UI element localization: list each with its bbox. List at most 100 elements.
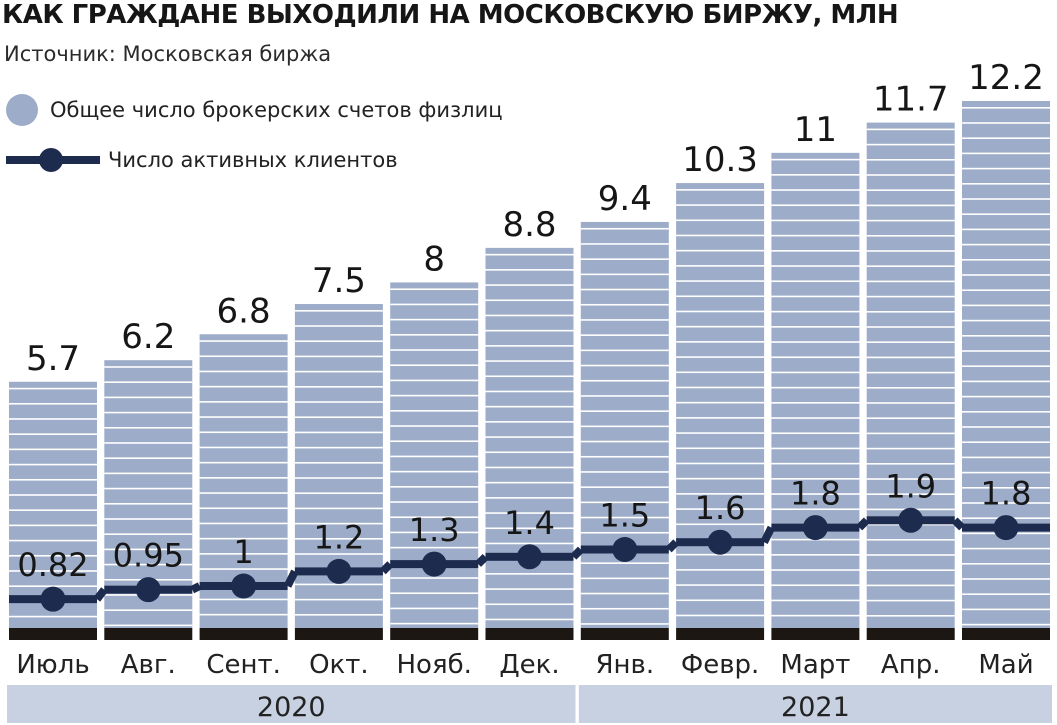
year-label: 2020 xyxy=(257,692,326,723)
bar-stripe xyxy=(866,554,955,556)
bar-stripe xyxy=(199,507,288,510)
line-connector xyxy=(380,561,394,575)
bar-stripe xyxy=(771,554,860,556)
line-connector xyxy=(856,517,870,531)
bar-stripe xyxy=(676,569,765,571)
bar-stripe xyxy=(866,189,955,191)
bar-stripe xyxy=(676,432,765,434)
bar-stripe xyxy=(771,310,860,313)
bar-stripe xyxy=(771,386,860,389)
year-band-2020 xyxy=(7,685,576,723)
bar-stripe xyxy=(485,284,574,286)
bar-stripe xyxy=(771,462,860,465)
bar-stripe xyxy=(485,481,574,484)
bar-stripe xyxy=(962,487,1050,489)
bar-stripe xyxy=(771,204,860,207)
bar-stripe xyxy=(580,531,669,534)
bar-stripe xyxy=(580,395,669,397)
bar-stripe xyxy=(866,219,955,222)
bar-stripe xyxy=(9,463,97,466)
bar-stripe xyxy=(771,158,860,161)
bar-stripe xyxy=(390,364,479,367)
bar-stripe xyxy=(676,219,765,222)
bar-stripe xyxy=(104,487,193,490)
bar-stripe xyxy=(580,410,669,412)
line-value-label: 1.8 xyxy=(981,475,1032,513)
bar-stripe xyxy=(294,386,383,388)
line-point xyxy=(231,573,257,599)
bar-stripe xyxy=(9,524,97,527)
bar-stripe xyxy=(199,613,288,616)
bar-stripe xyxy=(485,497,574,499)
bar-stripe xyxy=(771,219,860,222)
bar-stripe xyxy=(294,462,383,464)
bar-stripe xyxy=(866,265,955,267)
bar-stripe xyxy=(866,599,955,602)
line-connector xyxy=(951,517,965,531)
bar-stripe xyxy=(580,486,669,488)
bar-stripes xyxy=(866,128,955,617)
bar-stripe xyxy=(771,174,860,176)
bar-stripe xyxy=(962,593,1050,595)
bar-base xyxy=(580,628,669,640)
bar-stripe xyxy=(771,493,860,495)
bar-stripe xyxy=(676,447,765,450)
bar-stripe xyxy=(199,477,288,479)
bar-stripe xyxy=(294,477,383,479)
bar-stripe xyxy=(580,440,669,443)
bar-stripe xyxy=(294,507,383,510)
bar-value-label: 11 xyxy=(794,110,837,150)
line-connector xyxy=(665,539,679,553)
bar-stripe xyxy=(771,614,860,617)
bar-stripe xyxy=(962,350,1050,352)
bar-stripe xyxy=(390,622,479,625)
bar-stripe xyxy=(962,319,1050,322)
bar-stripe xyxy=(390,577,479,579)
line-connector xyxy=(760,525,775,544)
chart-source: Источник: Московская биржа xyxy=(4,42,332,66)
line-value-label: 0.82 xyxy=(17,546,88,584)
year-band-2021 xyxy=(578,685,1052,723)
bar-stripe xyxy=(199,568,288,570)
bar-stripe xyxy=(104,396,193,399)
bar-value-label: 6.2 xyxy=(121,317,175,357)
bar-stripe xyxy=(771,584,860,587)
bar-stripe xyxy=(771,265,860,267)
bar-stripe xyxy=(580,364,669,367)
line-point xyxy=(326,558,352,584)
bar-stripe xyxy=(962,365,1050,367)
bar-stripe xyxy=(485,436,574,438)
bar-base xyxy=(676,628,765,640)
bar-stripe xyxy=(485,269,574,271)
bar-base xyxy=(104,628,193,640)
bar-stripe xyxy=(485,451,574,454)
bar-stripe xyxy=(771,417,860,419)
bar-stripe xyxy=(962,243,1050,246)
bar-stripe xyxy=(676,401,765,404)
bar-Янв. xyxy=(580,221,669,629)
bar-stripe xyxy=(962,167,1050,170)
bar-stripe xyxy=(962,198,1050,200)
bar-stripe xyxy=(771,341,860,343)
bar-stripe xyxy=(676,477,765,480)
bar-stripe xyxy=(771,599,860,602)
bar-stripe xyxy=(199,401,288,403)
bar-stripe xyxy=(771,295,860,298)
bar-stripe xyxy=(676,417,765,419)
legend-label-accounts: Общее число брокерских счетов физлиц xyxy=(50,98,503,122)
year-label: 2021 xyxy=(781,692,850,723)
bar-stripe xyxy=(676,386,765,389)
bar-stripe xyxy=(866,569,955,571)
bar-stripe xyxy=(580,577,669,580)
bar-stripe xyxy=(962,441,1050,443)
bar-stripe xyxy=(390,607,479,610)
bar-stripe xyxy=(390,455,479,458)
bar-stripe xyxy=(962,183,1050,185)
bar-stripe xyxy=(485,618,574,621)
category-label: Нояб. xyxy=(396,650,471,680)
bar-stripe xyxy=(390,379,479,382)
bar-stripe xyxy=(866,432,955,435)
bar-Февр. xyxy=(676,183,765,628)
bar-stripe xyxy=(676,599,765,602)
bar-stripe xyxy=(390,410,479,412)
